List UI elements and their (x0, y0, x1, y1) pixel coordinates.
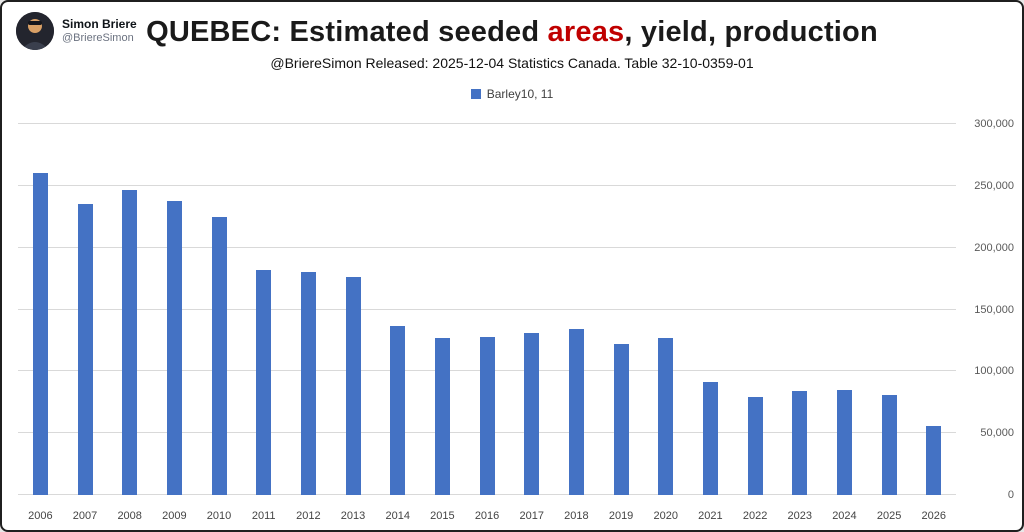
bar-column (643, 124, 688, 495)
x-tick-label: 2014 (385, 510, 410, 522)
bar (122, 189, 138, 495)
y-tick-label: 150,000 (974, 303, 1014, 316)
x-tick-label: 2026 (921, 510, 947, 522)
x-tick-label: 2025 (876, 510, 902, 522)
bar (345, 277, 361, 495)
bar-column (197, 124, 242, 495)
gridline (18, 123, 956, 124)
author-name: Simon Briere (62, 16, 137, 31)
avatar (16, 12, 54, 50)
chart-title-highlight: areas (547, 16, 625, 48)
x-tick-label: 2023 (787, 510, 812, 522)
bar (613, 344, 629, 495)
x-axis-labels: 2006 2007 2008 2009 2010 2011 2012 2013 2014 2015… (18, 510, 956, 522)
x-tick-label: 2021 (698, 510, 723, 522)
bars-container (18, 124, 956, 495)
bar (300, 272, 316, 495)
chart-subtitle: @BriereSimon Released: 2025-12-04 Statis… (270, 55, 754, 71)
bar (434, 337, 450, 495)
x-tick-label: 2016 (474, 510, 500, 522)
bar-column (777, 124, 822, 495)
x-tick-label: 2012 (296, 510, 321, 522)
bar-column (554, 124, 599, 495)
bar (211, 216, 227, 495)
author-profile: Simon Briere @BriereSimon (16, 12, 137, 50)
x-tick-label: 2011 (251, 510, 276, 522)
bar (747, 397, 763, 495)
bar (658, 337, 674, 495)
bar (390, 325, 406, 495)
bar-column (733, 124, 778, 495)
legend-label: Barley10, 11 (486, 87, 554, 101)
y-tick-label: 0 (1007, 489, 1014, 501)
x-tick-label: 2018 (564, 510, 589, 522)
chart-title-prefix: QUEBEC: Estimated seeded (146, 16, 548, 48)
bar-column (63, 124, 108, 495)
legend-swatch (470, 89, 481, 99)
bar-column (867, 124, 912, 495)
bar (32, 173, 48, 495)
y-tick-label: 300,000 (974, 118, 1014, 130)
bar-column (152, 124, 197, 495)
x-tick-label: 2020 (653, 510, 678, 522)
x-tick-label: 2008 (117, 510, 142, 522)
x-tick-label: 2015 (430, 510, 455, 522)
x-tick-label: 2006 (28, 510, 53, 522)
bar-column (286, 124, 331, 495)
y-tick-label: 100,000 (974, 365, 1014, 378)
bar-column (241, 124, 286, 495)
x-tick-label: 2019 (608, 510, 634, 522)
x-tick-label: 2024 (832, 510, 857, 522)
bar (166, 200, 182, 495)
bar (702, 382, 718, 495)
gridline (18, 184, 956, 186)
bar-column (375, 124, 420, 495)
chart-legend: Barley10, 11 (2, 87, 1022, 101)
chart-title-suffix: , yield, production (624, 16, 878, 48)
plot-area (18, 123, 956, 495)
bar-column (107, 124, 152, 495)
bar-column (18, 124, 63, 495)
gridline (18, 246, 956, 248)
bar-column (420, 124, 465, 495)
y-axis-labels: 0 50,000 100,000 150,000 200,000 250,000 300,0… (962, 118, 1014, 501)
bar (77, 204, 93, 495)
x-tick-label: 2009 (162, 510, 187, 522)
y-tick-label: 200,000 (974, 241, 1014, 254)
bar (568, 329, 584, 495)
bar-column (509, 124, 554, 495)
bar (836, 389, 852, 495)
bar-column (688, 124, 733, 495)
x-tick-label: 2017 (519, 510, 544, 522)
avatar-image (16, 12, 54, 50)
x-tick-label: 2013 (340, 510, 366, 522)
bar-column (465, 124, 510, 495)
x-tick-label: 2010 (206, 510, 232, 522)
bar (926, 425, 942, 495)
gridline (18, 308, 956, 310)
bar-column (331, 124, 376, 495)
y-tick-label: 250,000 (974, 179, 1014, 192)
bar (256, 269, 272, 495)
x-tick-label: 2022 (742, 510, 768, 522)
bar (792, 391, 808, 495)
bar-column (822, 124, 867, 495)
author-handle: @BriereSimon (62, 31, 134, 44)
bar (524, 333, 540, 495)
bar-column (911, 124, 956, 495)
chart-title: QUEBEC: Estimated seeded areas, yield, p… (2, 16, 1022, 49)
bar-column (599, 124, 644, 495)
bar (479, 336, 495, 495)
bar (881, 394, 897, 495)
y-tick-label: 50,000 (980, 427, 1014, 440)
x-tick-label: 2007 (72, 510, 98, 522)
